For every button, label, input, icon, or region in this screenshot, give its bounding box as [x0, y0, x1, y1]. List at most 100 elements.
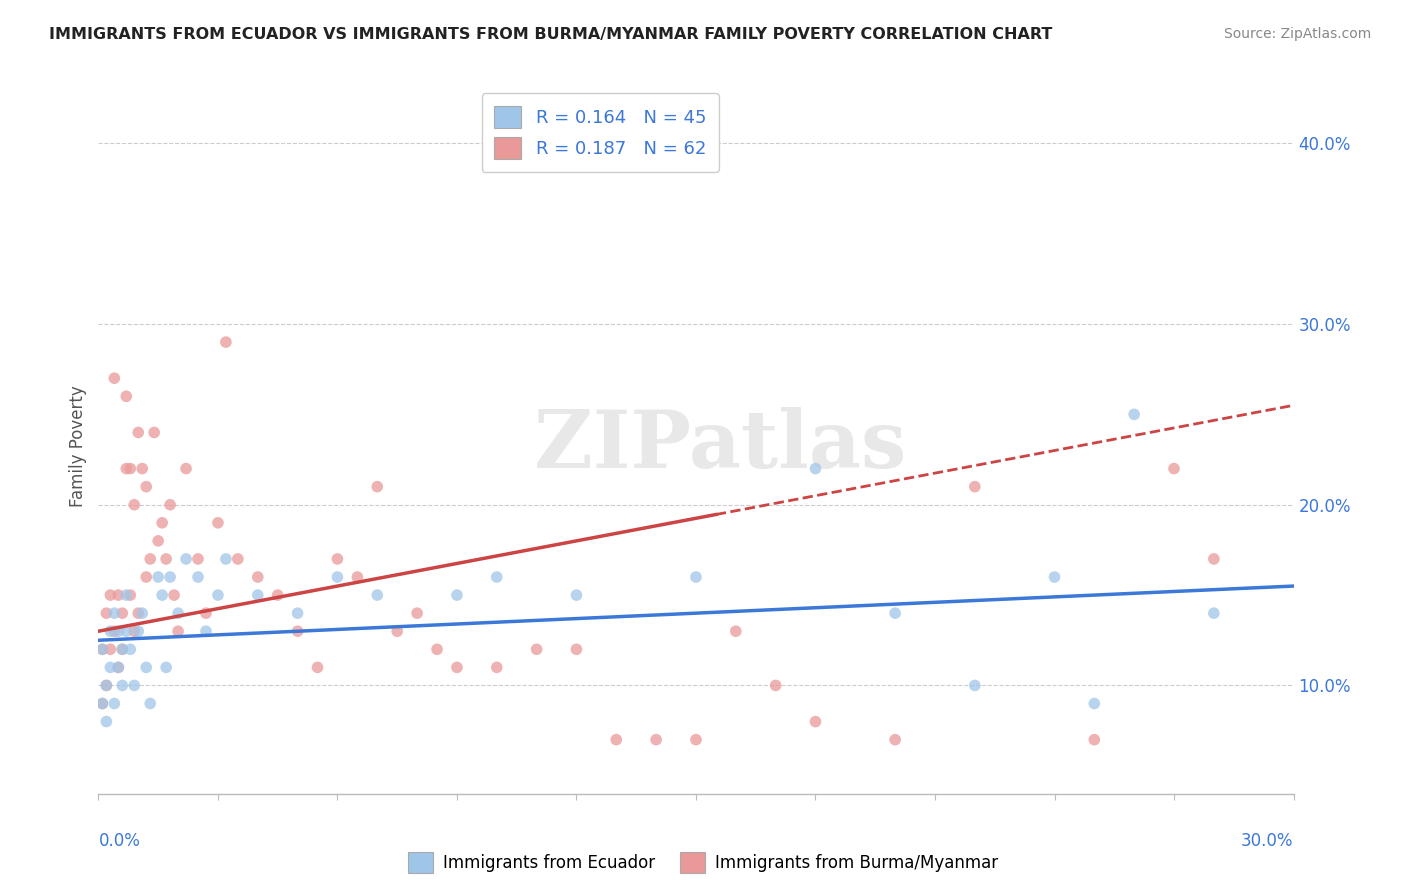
Point: [148, 570, 170, 584]
Point: [884, 732, 907, 747]
Point: [103, 624, 125, 639]
Point: [124, 624, 146, 639]
Point: [326, 552, 349, 566]
Point: [287, 606, 309, 620]
Point: [804, 461, 827, 475]
Point: [287, 624, 309, 639]
Point: [120, 588, 142, 602]
Point: [1202, 606, 1225, 620]
Point: [1202, 552, 1225, 566]
Point: [98, 624, 122, 639]
Point: [226, 552, 249, 566]
Point: [98, 588, 122, 602]
Point: [107, 660, 129, 674]
Point: [111, 678, 134, 692]
Point: [685, 732, 707, 747]
Point: [131, 461, 153, 475]
Point: [91, 697, 114, 711]
Point: [135, 660, 157, 674]
Point: [111, 606, 134, 620]
Point: [187, 552, 209, 566]
Point: [103, 371, 125, 385]
Point: [107, 624, 129, 639]
Point: [96, 606, 118, 620]
Point: [155, 660, 177, 674]
Point: [115, 624, 138, 639]
Point: [124, 678, 146, 692]
Point: [246, 588, 269, 602]
Point: [385, 624, 409, 639]
Point: [107, 660, 129, 674]
Point: [426, 642, 449, 657]
Point: [91, 697, 114, 711]
Point: [884, 606, 907, 620]
Point: [366, 480, 388, 494]
Point: [98, 660, 122, 674]
Point: [605, 732, 627, 747]
Point: [103, 606, 125, 620]
Point: [96, 678, 118, 692]
Text: 30.0%: 30.0%: [1241, 832, 1294, 850]
Point: [131, 606, 153, 620]
Legend: R = 0.164   N = 45, R = 0.187   N = 62: R = 0.164 N = 45, R = 0.187 N = 62: [482, 94, 718, 171]
Point: [346, 570, 368, 584]
Point: [446, 660, 468, 674]
Point: [406, 606, 429, 620]
Point: [124, 498, 146, 512]
Point: [765, 678, 787, 692]
Point: [485, 570, 508, 584]
Point: [1043, 570, 1066, 584]
Point: [159, 498, 181, 512]
Point: [963, 678, 986, 692]
Point: [167, 624, 190, 639]
Point: [174, 552, 197, 566]
Point: [267, 588, 290, 602]
Point: [195, 624, 218, 639]
Point: [120, 461, 142, 475]
Point: [215, 552, 238, 566]
Point: [804, 714, 827, 729]
Point: [127, 624, 149, 639]
Point: [565, 642, 588, 657]
Point: [96, 714, 118, 729]
Point: [167, 606, 190, 620]
Point: [526, 642, 548, 657]
Point: [326, 570, 349, 584]
Point: [148, 533, 170, 548]
Point: [1083, 732, 1105, 747]
Point: [111, 642, 134, 657]
Point: [565, 588, 588, 602]
Point: [91, 642, 114, 657]
Point: [96, 678, 118, 692]
Point: [115, 461, 138, 475]
Point: [127, 606, 149, 620]
Point: [1083, 697, 1105, 711]
Point: [120, 642, 142, 657]
Point: [115, 389, 138, 403]
Point: [159, 570, 181, 584]
Point: [963, 480, 986, 494]
Point: [107, 588, 129, 602]
Text: Source: ZipAtlas.com: Source: ZipAtlas.com: [1223, 27, 1371, 41]
Point: [139, 552, 162, 566]
Point: [366, 588, 388, 602]
Legend: Immigrants from Ecuador, Immigrants from Burma/Myanmar: Immigrants from Ecuador, Immigrants from…: [401, 846, 1005, 880]
Point: [139, 697, 162, 711]
Point: [724, 624, 747, 639]
Point: [207, 588, 229, 602]
Point: [135, 570, 157, 584]
Text: IMMIGRANTS FROM ECUADOR VS IMMIGRANTS FROM BURMA/MYANMAR FAMILY POVERTY CORRELAT: IMMIGRANTS FROM ECUADOR VS IMMIGRANTS FR…: [49, 27, 1053, 42]
Point: [135, 480, 157, 494]
Point: [685, 570, 707, 584]
Point: [155, 552, 177, 566]
Point: [645, 732, 668, 747]
Point: [485, 660, 508, 674]
Point: [143, 425, 166, 440]
Text: ZIPatlas: ZIPatlas: [534, 407, 905, 485]
Point: [91, 642, 114, 657]
Point: [246, 570, 269, 584]
Text: 0.0%: 0.0%: [98, 832, 141, 850]
Point: [103, 697, 125, 711]
Point: [111, 642, 134, 657]
Point: [215, 335, 238, 350]
